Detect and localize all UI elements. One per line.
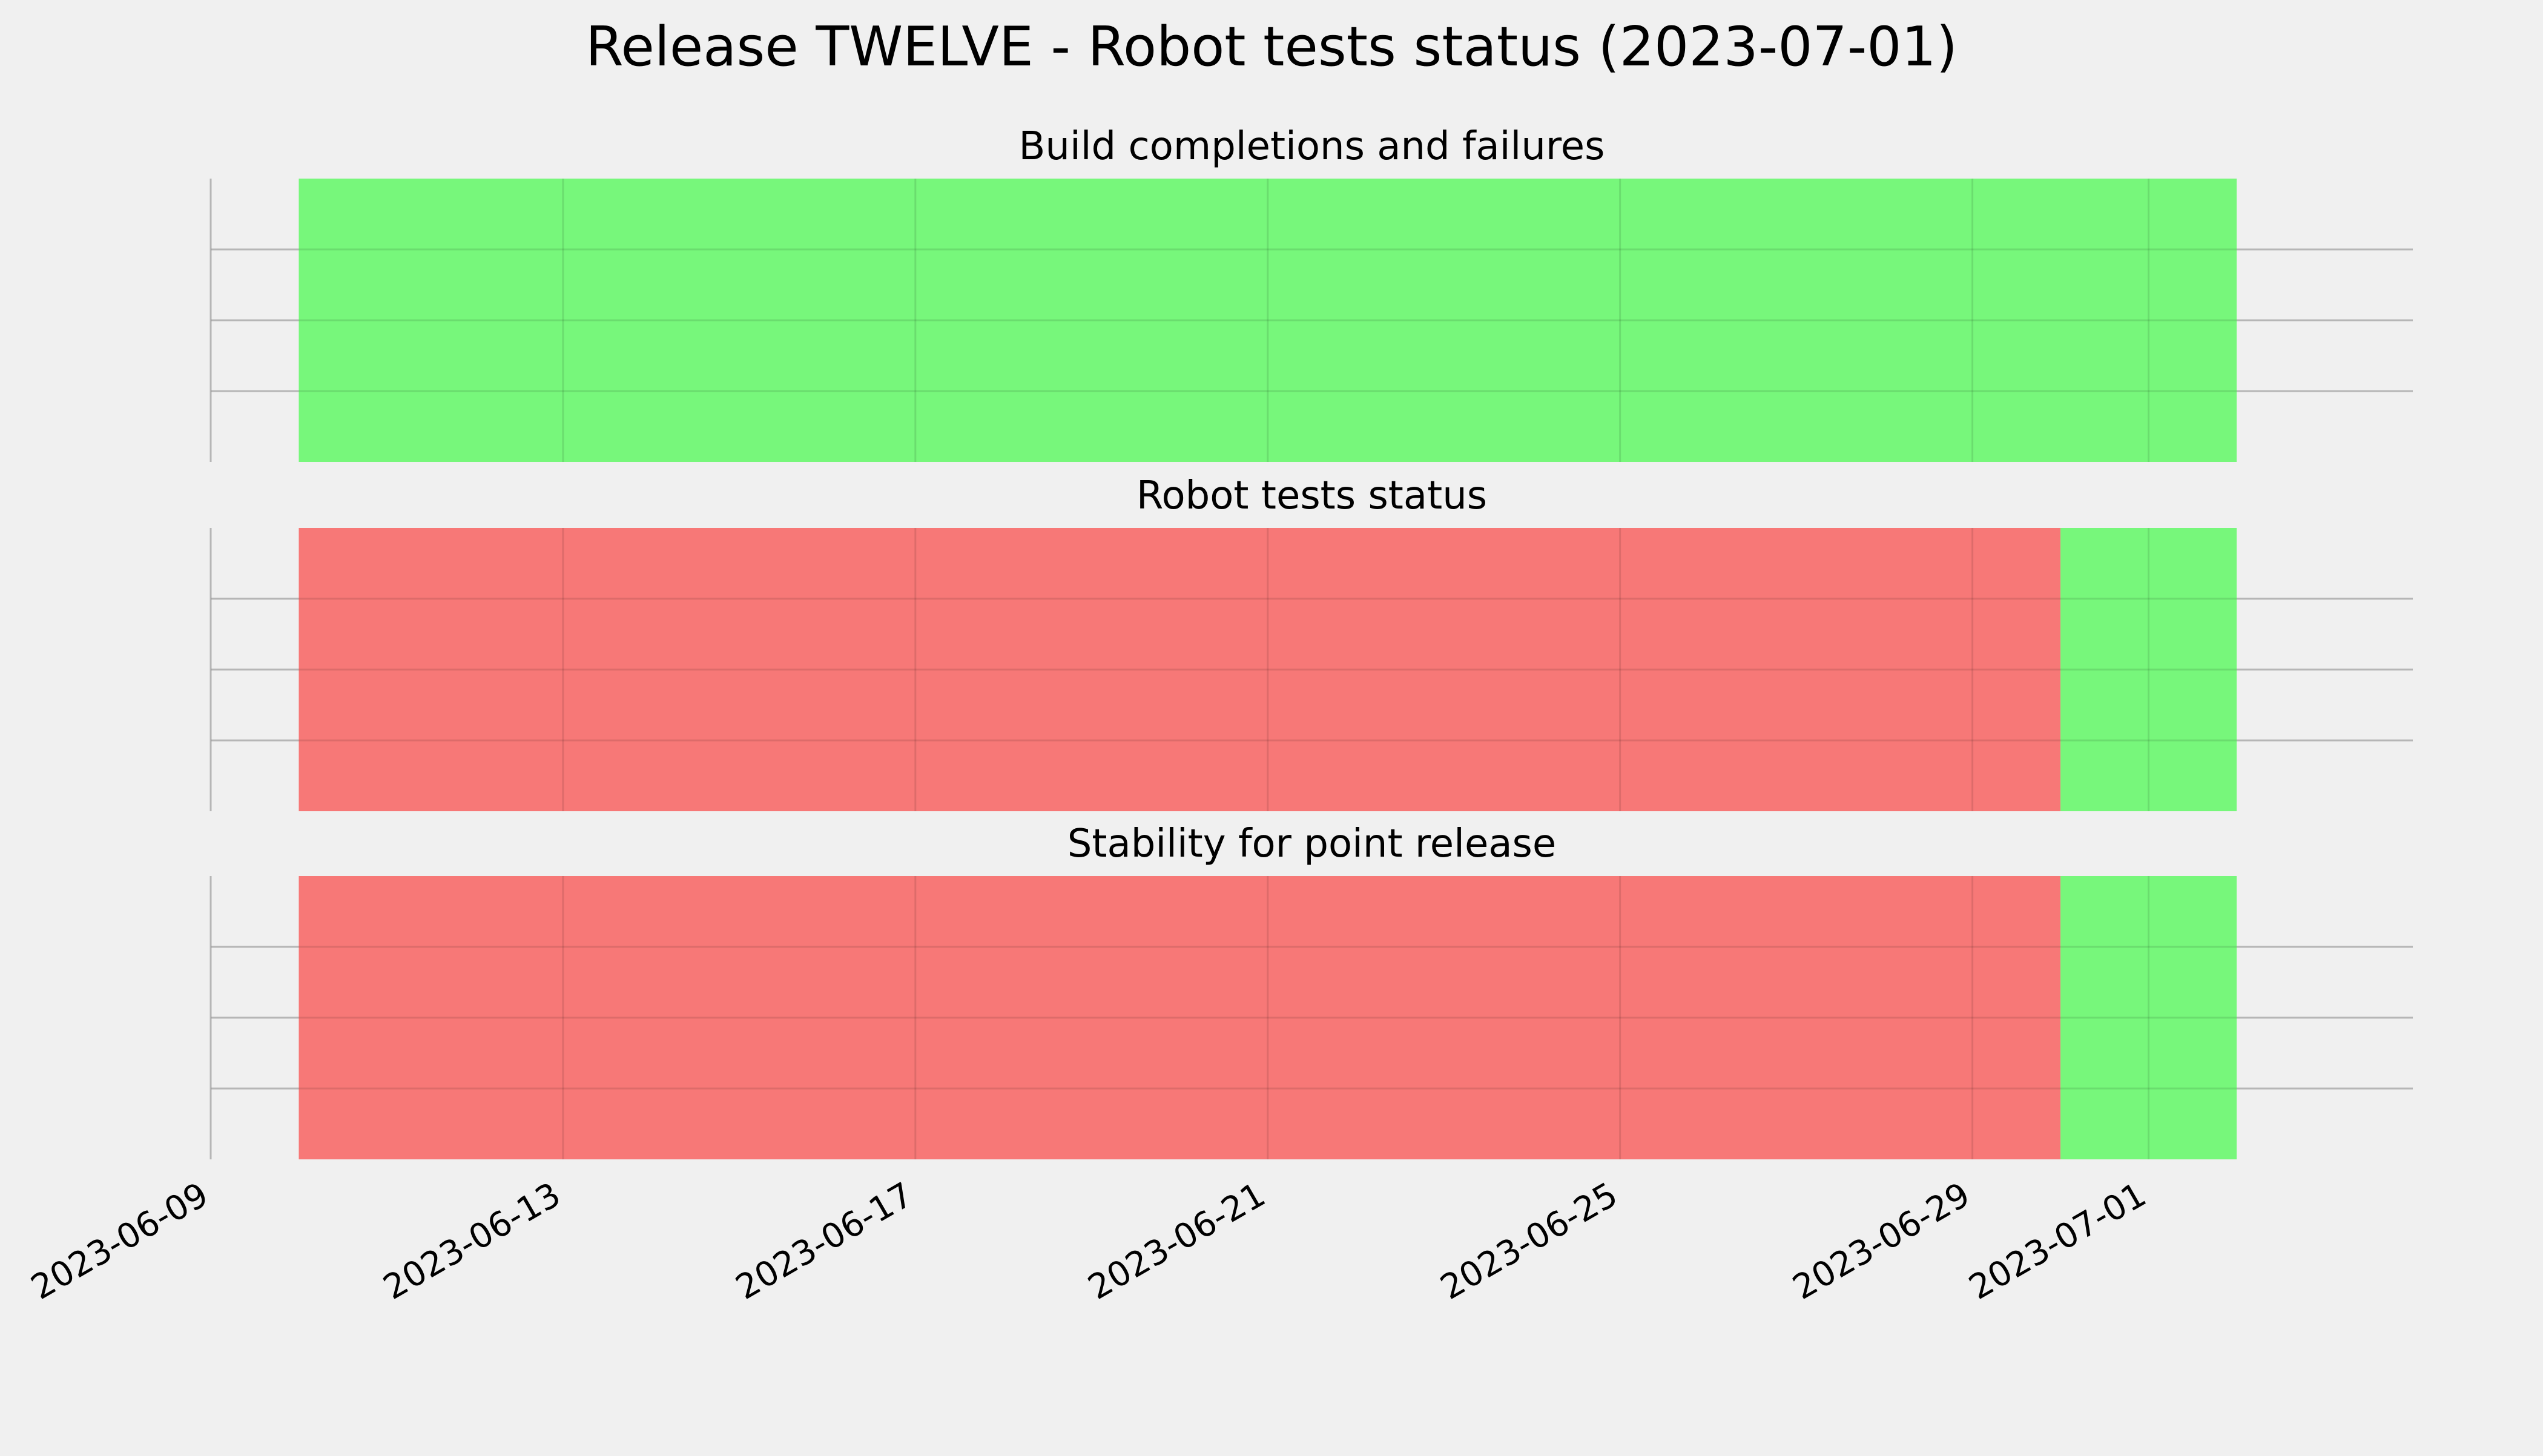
panel-3: Stability for point release [209,822,2413,1159]
status-bar-pass [2060,876,2237,1159]
status-bar-pass [2060,528,2237,811]
panel-title: Build completions and failures [1019,124,1605,169]
x-tick-label: 2023-06-13 [377,1175,567,1308]
panel-2: Robot tests status [209,473,2413,811]
x-tick-label: 2023-06-21 [1081,1175,1272,1308]
x-tick-label: 2023-06-29 [1786,1175,1976,1308]
x-axis-ticks: 2023-06-09 2023-06-13 2023-06-17 2023-06-21… [25,1175,2153,1308]
panel-1: Build completions and failures [209,124,2413,462]
x-tick-label: 2023-06-09 [25,1175,215,1308]
panels: Build completions and failures Robot test… [209,124,2413,1159]
x-tick-label: 2023-06-17 [729,1175,919,1308]
chart-title: Release TWELVE - Robot tests status (202… [585,15,1958,79]
status-bar-fail [298,876,2061,1159]
x-tick-label: 2023-07-01 [1962,1175,2152,1308]
x-tick-label: 2023-06-25 [1434,1175,1624,1308]
status-bar-pass [298,179,2237,462]
panel-title: Stability for point release [1067,822,1557,866]
status-bar-fail [298,528,2061,811]
panel-title: Robot tests status [1136,473,1487,518]
